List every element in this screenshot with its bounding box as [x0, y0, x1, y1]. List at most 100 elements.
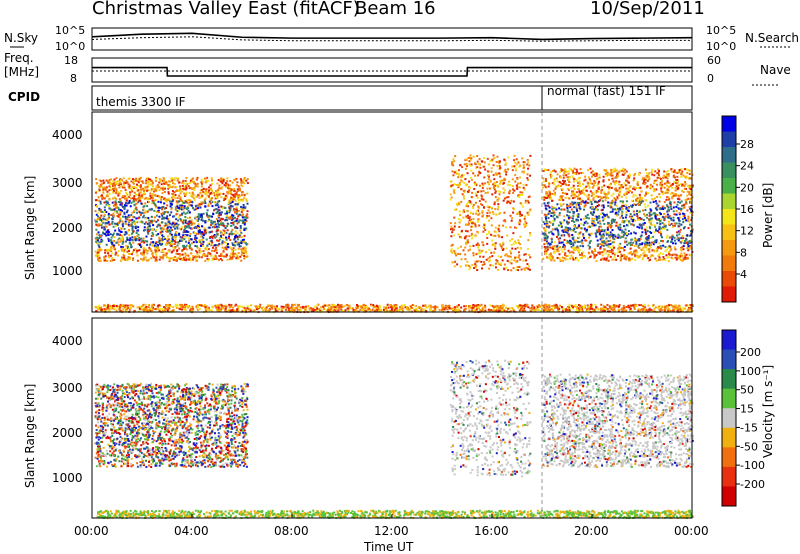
data-cell [177, 219, 180, 222]
data-cell [582, 245, 585, 248]
data-cell [496, 208, 499, 211]
data-cell [514, 247, 517, 250]
data-cell [221, 207, 224, 210]
data-cell [189, 199, 192, 202]
data-cell [119, 208, 122, 211]
data-cell [671, 257, 674, 260]
data-cell [599, 213, 602, 216]
data-cell [158, 206, 161, 209]
data-cell [98, 245, 101, 248]
data-cell [187, 230, 190, 233]
data-cell [477, 209, 480, 212]
data-cell [567, 217, 570, 220]
data-cell [570, 245, 573, 248]
data-cell [217, 226, 220, 229]
data-cell [611, 208, 614, 211]
data-cell [574, 258, 577, 261]
data-cell [206, 194, 209, 197]
data-cell [150, 179, 153, 182]
data-cell [642, 223, 645, 226]
data-cell [543, 233, 546, 236]
data-cell [667, 208, 670, 211]
data-cell [600, 197, 603, 200]
data-cell [631, 223, 634, 226]
data-cell [560, 225, 563, 228]
data-cell [494, 182, 497, 185]
data-cell [140, 202, 143, 205]
data-cell [159, 178, 162, 181]
data-cell [663, 207, 666, 210]
data-cell [240, 210, 243, 213]
data-cell [214, 223, 217, 226]
data-cell [177, 216, 180, 219]
data-cell [239, 255, 242, 258]
data-cell [646, 248, 649, 251]
data-cell [483, 182, 486, 185]
data-cell [680, 209, 683, 212]
data-cell [452, 164, 455, 167]
data-cell [548, 206, 551, 209]
data-cell [137, 181, 140, 184]
data-cell [502, 187, 505, 190]
data-cell [643, 246, 646, 249]
data-cell [112, 189, 115, 192]
data-cell [157, 249, 160, 252]
data-cell [522, 259, 525, 262]
data-cell [552, 247, 555, 250]
data-cell [598, 176, 601, 179]
data-cell [227, 192, 230, 195]
data-cell [148, 225, 151, 228]
data-cell [497, 164, 500, 167]
data-cell [516, 187, 519, 190]
data-cell [578, 209, 581, 212]
data-cell [125, 211, 128, 214]
data-cell [668, 223, 671, 226]
data-cell [100, 249, 103, 252]
data-cell [232, 252, 235, 255]
data-cell [103, 228, 106, 231]
data-cell [229, 191, 232, 194]
data-cell [121, 256, 124, 259]
data-cell [188, 187, 191, 190]
data-cell [241, 219, 244, 222]
data-cell [190, 227, 193, 230]
data-cell [210, 219, 213, 222]
data-cell [543, 196, 546, 199]
data-cell [173, 179, 176, 182]
data-cell [129, 237, 132, 240]
data-cell [207, 189, 210, 192]
data-cell [556, 229, 559, 232]
data-cell [613, 218, 616, 221]
data-cell [126, 209, 129, 212]
data-cell [457, 252, 460, 255]
data-cell [111, 218, 114, 221]
data-cell [523, 253, 526, 256]
data-cell [216, 228, 219, 231]
data-cell [136, 235, 139, 238]
data-cell [139, 221, 142, 224]
data-cell [103, 206, 106, 209]
data-cell [196, 185, 199, 188]
data-cell [119, 234, 122, 237]
data-cell [573, 178, 576, 181]
data-cell [181, 248, 184, 251]
data-cell [200, 201, 203, 204]
data-cell [126, 259, 129, 262]
data-cell [494, 172, 497, 175]
data-cell [211, 182, 214, 185]
data-cell [163, 182, 166, 185]
data-cell [690, 218, 693, 221]
data-cell [678, 230, 681, 233]
data-cell [135, 179, 138, 182]
data-cell [627, 230, 630, 233]
data-cell [450, 248, 453, 251]
data-cell [183, 182, 186, 185]
data-cell [566, 258, 569, 261]
data-cell [495, 173, 498, 176]
data-cell [223, 229, 226, 232]
data-cell [571, 175, 574, 178]
data-cell [128, 224, 131, 227]
data-cell [166, 235, 169, 238]
data-cell [468, 201, 471, 204]
data-cell [460, 236, 463, 239]
